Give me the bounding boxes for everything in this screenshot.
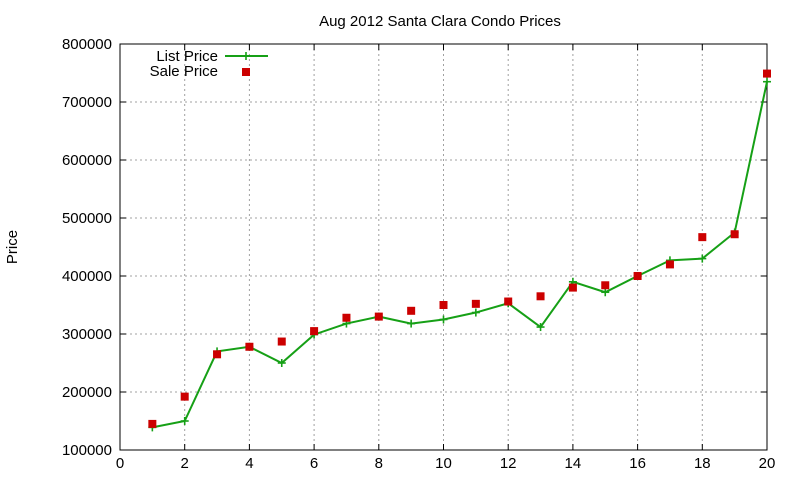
sale-price-point [504,297,513,306]
y-axis-label: Price [4,230,21,264]
legend-swatch-sale-price [242,68,250,76]
y-tick-label: 200000 [62,384,112,401]
list-price-line [152,81,768,429]
list-price-point [277,359,286,367]
x-tick-label: 4 [245,455,253,472]
list-price-point [180,417,189,425]
plot-frame [119,43,768,451]
y-tick-label: 100000 [62,442,112,459]
sale-price-point [536,292,545,301]
tick-labels: 0 2 4 6 8 10 12 14 16 18 20 100000 200000 300000 40000… [62,36,775,472]
x-tick-label: 16 [629,455,646,472]
sale-price-point [665,260,674,269]
list-price-point [601,288,610,297]
y-tick-label: 600000 [62,152,112,169]
sale-price-point [730,230,739,239]
x-tick-label: 18 [694,455,711,472]
y-tick-label: 400000 [62,268,112,285]
x-tick-label: 8 [375,455,383,472]
sale-price-point [633,272,642,280]
sale-price-point [245,342,254,351]
sale-price-point [763,69,771,78]
series-layer [148,69,771,432]
x-tick-label: 20 [759,455,776,472]
x-tick-label: 6 [310,455,318,472]
sale-price-point [471,299,480,308]
list-price-point [536,323,545,332]
sale-price-point [213,350,222,359]
x-tick-label: 0 [116,455,124,472]
list-price-point [407,319,416,328]
y-tick-label: 800000 [62,36,112,53]
y-tick-label: 300000 [62,326,112,343]
legend-label-sale-price: Sale Price [150,63,218,80]
sale-price-point [180,392,189,401]
chart-title: Aug 2012 Santa Clara Condo Prices [319,13,561,30]
x-tick-label: 2 [181,455,189,472]
grid-lines [120,44,767,450]
legend-label-list-price: List Price [156,48,218,65]
list-price-point [698,254,707,263]
y-tick-label: 700000 [62,94,112,111]
sale-price-point [310,327,319,336]
list-price-point [471,308,480,317]
x-tick-label: 12 [500,455,517,472]
list-price-point [439,315,448,324]
sale-price-point [698,233,707,242]
sale-price-point [407,306,416,315]
sale-price-point [601,281,610,290]
list-price-point [763,77,771,86]
sale-price-point [439,301,448,309]
sale-price-point [568,283,577,292]
sale-price-point [148,419,157,428]
sale-price-point [342,313,351,322]
sale-price-point [277,337,286,346]
x-tick-label: 10 [435,455,452,472]
sale-price-point [374,312,383,321]
y-tick-label: 500000 [62,210,112,227]
x-tick-label: 14 [565,455,582,472]
